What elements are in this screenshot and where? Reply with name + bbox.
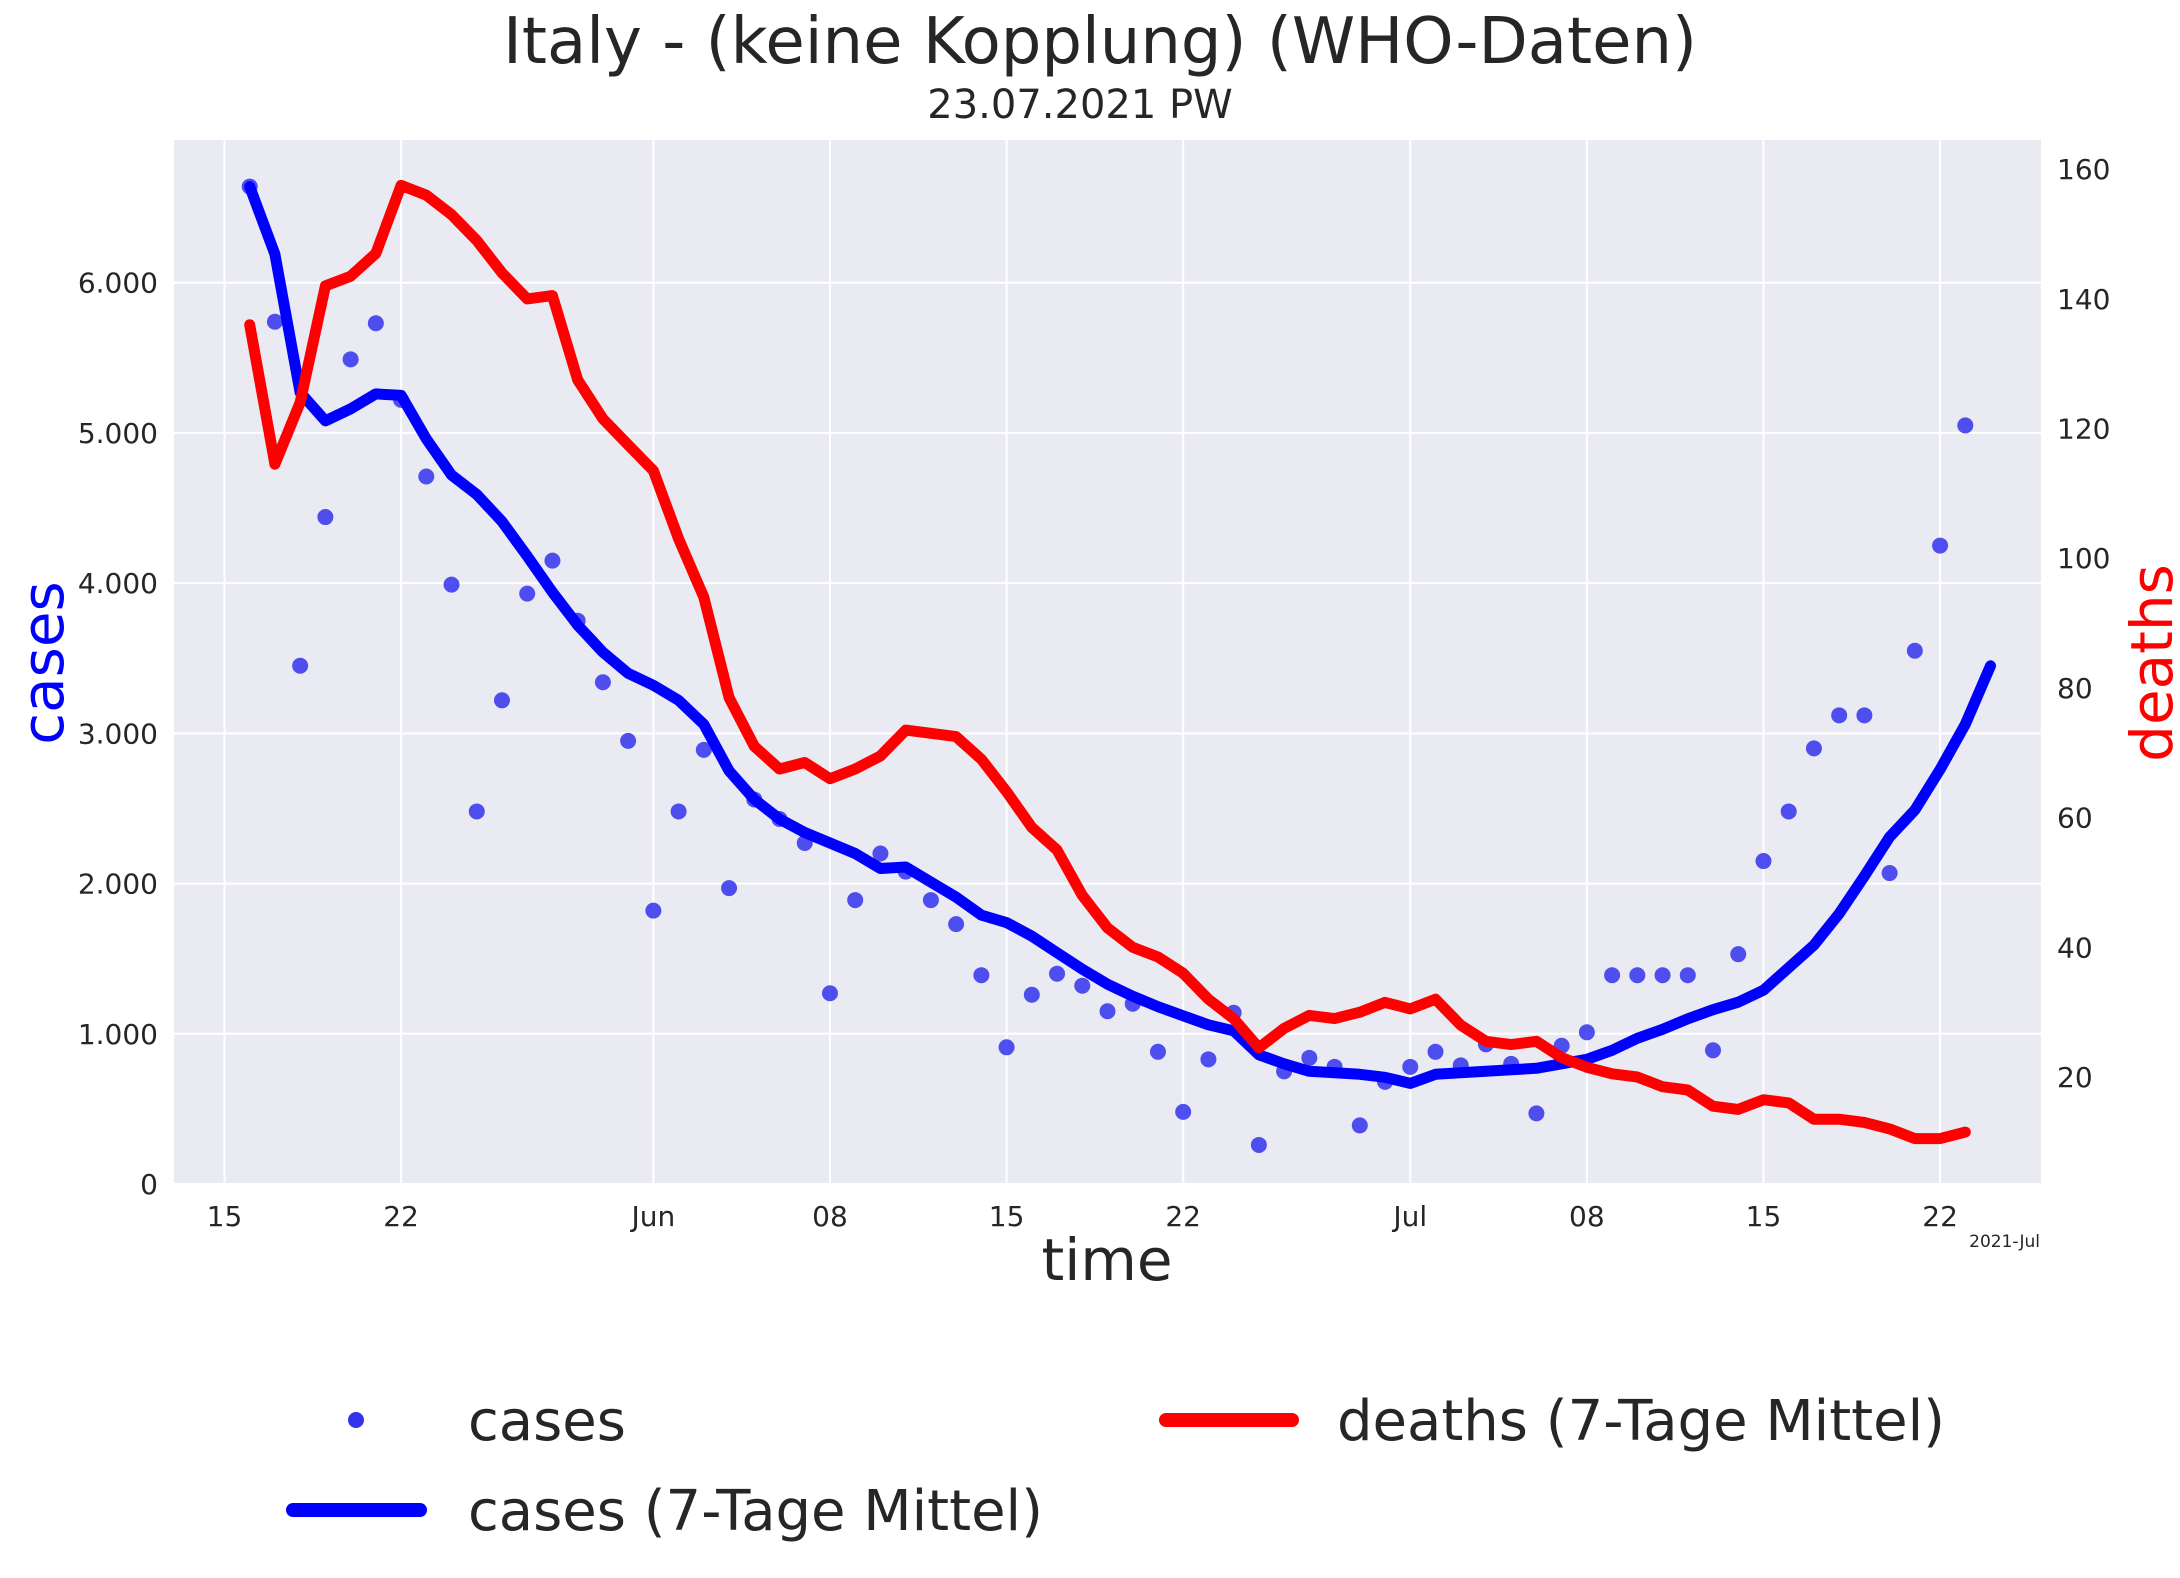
- series-cases-points: [241, 178, 1974, 1153]
- cases-point: [670, 803, 687, 820]
- chart-subtitle: 23.07.2021 PW: [927, 82, 1232, 128]
- cases-point: [1856, 707, 1873, 724]
- cases-point: [1427, 1043, 1444, 1060]
- plot-area: [174, 140, 2041, 1184]
- legend-marker-cases: [348, 1412, 364, 1428]
- cases-point: [645, 902, 662, 919]
- cases-point: [948, 916, 965, 933]
- series-lines: [244, 179, 1996, 1145]
- cases-point: [317, 509, 334, 526]
- cases-point: [1250, 1136, 1267, 1153]
- cases-point: [1730, 946, 1747, 963]
- y-right-tick-label: 140: [2057, 283, 2110, 316]
- y-left-tick-label: 1.000: [78, 1018, 158, 1051]
- cases-point: [1881, 865, 1898, 882]
- cases-point: [266, 313, 283, 330]
- y-right-tick-label: 120: [2057, 413, 2110, 446]
- legend-label-cases: cases: [468, 1389, 626, 1454]
- cases-point: [367, 315, 384, 332]
- x-tick-label: 15: [207, 1200, 243, 1233]
- cases-point: [1351, 1117, 1368, 1134]
- cases-point: [1604, 967, 1621, 984]
- cases-point: [1301, 1049, 1318, 1066]
- x-tick-labels: 15 22 Jun 08 15 22 Jul 08 15 22: [207, 1200, 1958, 1233]
- cases-point: [418, 468, 435, 485]
- cases-point: [998, 1039, 1015, 1056]
- cases-point: [1629, 967, 1646, 984]
- y-left-tick-label: 3.000: [78, 717, 158, 750]
- cases-point: [1528, 1105, 1545, 1122]
- cases-point: [1957, 417, 1974, 434]
- legend-label-cases-avg: cases (7-Tage Mittel): [468, 1479, 1043, 1544]
- y-right-tick-label: 100: [2057, 542, 2110, 575]
- cases-point: [519, 585, 536, 602]
- cases-point: [292, 657, 309, 674]
- x-tick-label: 22: [1922, 1200, 1958, 1233]
- legend-label-deaths-avg: deaths (7-Tage Mittel): [1337, 1389, 1945, 1454]
- y-left-tick-label: 6.000: [78, 267, 158, 300]
- y-left-tick-label: 0: [140, 1168, 158, 1201]
- y-left-tick-label: 4.000: [78, 567, 158, 600]
- cases-point: [1705, 1042, 1722, 1059]
- x-tick-label: 15: [1746, 1200, 1782, 1233]
- cases-point: [620, 732, 637, 749]
- y-left-tick-label: 5.000: [78, 417, 158, 450]
- y-left-tick-label: 2.000: [78, 868, 158, 901]
- cases-point: [1023, 986, 1040, 1003]
- cases-point: [847, 892, 864, 909]
- y-right-tick-label: 60: [2057, 802, 2093, 835]
- cases-point: [922, 892, 939, 909]
- cases-point: [493, 692, 510, 709]
- x-tick-label: Jun: [629, 1200, 675, 1233]
- cases-point: [1679, 967, 1696, 984]
- y-axis-label-left: cases: [9, 581, 77, 745]
- cases-point: [1805, 740, 1822, 757]
- cases-point: [1932, 537, 1949, 554]
- cases-point: [1906, 642, 1923, 659]
- gridlines: [174, 140, 2041, 1185]
- x-tick-label: Jul: [1391, 1200, 1427, 1233]
- cases-point: [1175, 1103, 1192, 1120]
- y-right-tick-label: 160: [2057, 153, 2110, 186]
- cases-point: [1578, 1024, 1595, 1041]
- cases-point: [342, 351, 359, 368]
- legend: cases cases (7-Tage Mittel) deaths (7-Ta…: [286, 1389, 1945, 1544]
- x-offset-label: 2021-Jul: [1969, 1232, 2040, 1252]
- cases-point: [1074, 977, 1091, 994]
- cases-point: [594, 674, 611, 691]
- x-tick-label: 08: [1569, 1200, 1605, 1233]
- cases-point: [1200, 1051, 1217, 1068]
- x-tick-label: 22: [383, 1200, 419, 1233]
- cases-point: [872, 845, 889, 862]
- y-axis-label-right: deaths: [2118, 564, 2180, 762]
- x-tick-label: 15: [989, 1200, 1025, 1233]
- cases-point: [1099, 1003, 1116, 1020]
- cases-point: [1049, 965, 1066, 982]
- x-tick-label: 08: [812, 1200, 848, 1233]
- cases-point: [443, 576, 460, 593]
- cases-point: [544, 552, 561, 569]
- cases-point: [821, 985, 838, 1002]
- chart-title: Italy - (keine Kopplung) (WHO-Daten): [503, 5, 1697, 79]
- cases-avg-line: [244, 181, 1996, 1089]
- y-right-tick-label: 40: [2057, 931, 2093, 964]
- cases-point: [1831, 707, 1848, 724]
- cases-point: [1149, 1043, 1166, 1060]
- left-axis-tick-labels: 0 1.000 2.000 3.000 4.000 5.000 6.000: [78, 267, 158, 1201]
- cases-point: [973, 967, 990, 984]
- cases-point: [1755, 853, 1772, 870]
- cases-point: [468, 803, 485, 820]
- x-axis-label: time: [1041, 1226, 1172, 1294]
- deaths-avg-line: [244, 179, 1971, 1145]
- cases-point: [721, 880, 738, 897]
- x-tick-label: 22: [1165, 1200, 1201, 1233]
- right-axis-tick-labels: 20 40 60 80 100 120 140 160: [2057, 153, 2110, 1094]
- y-right-tick-label: 20: [2057, 1061, 2093, 1094]
- cases-point: [1402, 1058, 1419, 1075]
- y-right-tick-label: 80: [2057, 672, 2093, 705]
- cases-point: [1780, 803, 1797, 820]
- cases-point: [1654, 967, 1671, 984]
- cases-point: [695, 741, 712, 758]
